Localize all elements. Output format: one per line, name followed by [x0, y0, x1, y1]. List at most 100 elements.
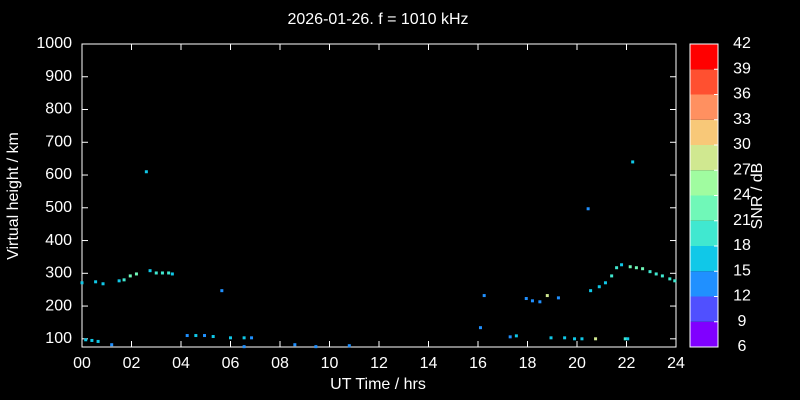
data-point — [538, 300, 542, 304]
data-point — [160, 271, 164, 275]
colorbar-band — [690, 145, 718, 171]
colorbar-band — [690, 220, 718, 246]
data-point — [660, 274, 664, 278]
y-tick-label: 400 — [45, 232, 72, 249]
data-point — [314, 345, 318, 349]
y-tick-label: 700 — [45, 133, 72, 150]
data-point — [482, 294, 486, 298]
data-point — [242, 345, 246, 349]
data-point — [563, 336, 567, 340]
data-point — [220, 289, 224, 293]
data-point — [530, 299, 534, 303]
x-tick-label: 20 — [568, 355, 586, 372]
data-point — [90, 338, 94, 342]
data-point — [128, 274, 132, 278]
data-point — [110, 343, 114, 347]
colorbar-tick-label: 27 — [733, 161, 751, 178]
data-point — [478, 326, 482, 330]
x-tick-label: 02 — [123, 355, 141, 372]
data-point — [194, 334, 198, 338]
data-point — [203, 334, 207, 338]
colorbar-tick-label: 42 — [733, 35, 751, 52]
x-tick-label: 12 — [370, 355, 388, 372]
data-point — [589, 289, 593, 293]
colorbar-tick-label: 15 — [733, 262, 751, 279]
y-tick-label: 200 — [45, 297, 72, 314]
data-point — [211, 335, 215, 339]
data-point — [148, 269, 152, 273]
y-tick-label: 900 — [45, 68, 72, 85]
data-point — [94, 280, 98, 284]
data-point — [628, 265, 632, 269]
data-point — [96, 339, 100, 343]
colorbar-tick-label: 39 — [733, 60, 751, 77]
colorbar-tick-label: 36 — [733, 86, 751, 103]
x-tick-label: 10 — [321, 355, 339, 372]
x-tick-label: 22 — [618, 355, 636, 372]
colorbar-tick-label: 33 — [733, 111, 751, 128]
x-tick-label: 06 — [222, 355, 240, 372]
data-point — [641, 267, 645, 271]
data-point — [293, 343, 297, 347]
data-point — [623, 337, 627, 341]
data-point — [347, 344, 351, 348]
data-point — [117, 279, 121, 283]
colorbar-label: SNR / dB — [749, 163, 766, 230]
colorbar-tick-label: 30 — [733, 136, 751, 153]
data-point — [594, 337, 598, 341]
data-point — [620, 263, 624, 267]
colorbar-band — [690, 119, 718, 145]
data-point — [545, 294, 549, 298]
y-tick-label: 600 — [45, 166, 72, 183]
data-point — [167, 271, 171, 275]
colorbar-band — [690, 170, 718, 196]
data-point — [626, 337, 630, 341]
colorbar-band — [690, 94, 718, 120]
data-point — [185, 334, 189, 338]
colorbar-band — [690, 246, 718, 272]
data-point — [101, 282, 105, 286]
y-tick-label: 100 — [45, 330, 72, 347]
x-tick-label: 24 — [667, 355, 685, 372]
y-tick-label: 1000 — [36, 35, 72, 52]
data-point — [229, 336, 232, 340]
colorbar-band — [690, 296, 718, 322]
x-tick-label: 18 — [519, 355, 537, 372]
data-point — [80, 281, 84, 285]
x-tick-label: 14 — [420, 355, 438, 372]
data-point — [586, 207, 590, 211]
colorbar-band — [690, 195, 718, 221]
y-axis-label: Virtual height / km — [5, 132, 22, 260]
x-tick-label: 16 — [469, 355, 487, 372]
data-point — [549, 336, 553, 340]
data-point — [508, 335, 512, 339]
x-tick-label: 00 — [73, 355, 91, 372]
colorbar-tick-label: 12 — [733, 288, 751, 305]
x-tick-label: 04 — [172, 355, 190, 372]
y-tick-label: 500 — [45, 199, 72, 216]
data-point — [597, 285, 601, 289]
data-point — [242, 336, 246, 340]
data-point — [573, 337, 577, 341]
colorbar-tick-label: 9 — [738, 313, 747, 330]
data-point — [84, 338, 88, 342]
colorbar-band — [690, 44, 718, 70]
data-point — [514, 334, 518, 338]
y-tick-label: 300 — [45, 265, 72, 282]
colorbar-tick-label: 18 — [733, 237, 751, 254]
data-point — [668, 277, 672, 281]
data-point — [615, 266, 619, 270]
data-point — [580, 337, 584, 341]
data-point — [603, 281, 607, 285]
data-point — [648, 270, 652, 274]
colorbar-band — [690, 69, 718, 95]
data-point — [122, 278, 126, 282]
colorbar-band — [690, 321, 718, 347]
data-point — [556, 296, 560, 300]
data-point — [250, 336, 254, 340]
data-point — [134, 272, 138, 276]
data-point — [170, 272, 174, 276]
x-tick-label: 08 — [271, 355, 289, 372]
